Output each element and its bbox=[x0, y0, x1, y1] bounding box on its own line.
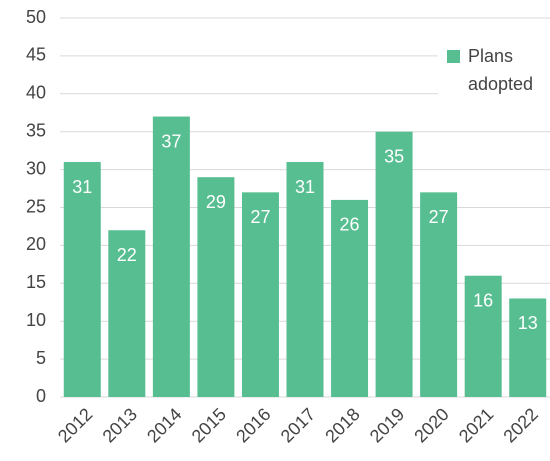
x-tick-label: 2015 bbox=[188, 404, 230, 446]
data-label: 31 bbox=[295, 177, 315, 197]
data-label: 29 bbox=[206, 192, 226, 212]
bar bbox=[286, 162, 324, 397]
x-tick-label: 2022 bbox=[499, 404, 541, 446]
legend-label: Plans adopted bbox=[468, 46, 533, 94]
y-tick-label: 45 bbox=[26, 45, 46, 65]
y-tick-label: 0 bbox=[36, 386, 46, 406]
y-tick-label: 15 bbox=[26, 272, 46, 292]
x-tick-label: 2021 bbox=[455, 404, 497, 446]
bar bbox=[108, 230, 146, 397]
y-tick-label: 30 bbox=[26, 158, 46, 178]
data-label: 31 bbox=[72, 177, 92, 197]
data-label: 27 bbox=[250, 207, 270, 227]
x-tick-label: 2013 bbox=[99, 404, 141, 446]
bar bbox=[63, 162, 101, 397]
bar bbox=[331, 199, 369, 397]
x-tick-label: 2016 bbox=[232, 404, 274, 446]
legend-background bbox=[438, 40, 550, 98]
bar bbox=[375, 131, 413, 397]
y-tick-label: 20 bbox=[26, 234, 46, 254]
bar bbox=[509, 298, 547, 397]
bar bbox=[152, 116, 190, 397]
x-tick-label: 2019 bbox=[366, 404, 408, 446]
data-label: 13 bbox=[518, 313, 538, 333]
x-tick-label: 2020 bbox=[410, 404, 452, 446]
legend-swatch bbox=[447, 50, 460, 63]
y-tick-label: 5 bbox=[36, 348, 46, 368]
x-tick-label: 2017 bbox=[277, 404, 319, 446]
bar bbox=[464, 275, 502, 397]
x-tick-label: 2012 bbox=[54, 404, 96, 446]
data-label: 26 bbox=[340, 215, 360, 235]
data-label: 35 bbox=[384, 146, 404, 166]
y-tick-label: 40 bbox=[26, 83, 46, 103]
y-tick-label: 35 bbox=[26, 120, 46, 140]
y-tick-label: 50 bbox=[26, 7, 46, 27]
bar bbox=[241, 192, 279, 397]
y-tick-label: 10 bbox=[26, 310, 46, 330]
x-tick-label: 2018 bbox=[321, 404, 363, 446]
data-label: 37 bbox=[161, 131, 181, 151]
x-tick-label: 2014 bbox=[143, 404, 185, 446]
data-label: 16 bbox=[473, 290, 493, 310]
y-tick-label: 25 bbox=[26, 196, 46, 216]
bar bbox=[420, 192, 458, 397]
data-label: 22 bbox=[117, 245, 137, 265]
bar bbox=[197, 177, 235, 397]
data-label: 27 bbox=[429, 207, 449, 227]
